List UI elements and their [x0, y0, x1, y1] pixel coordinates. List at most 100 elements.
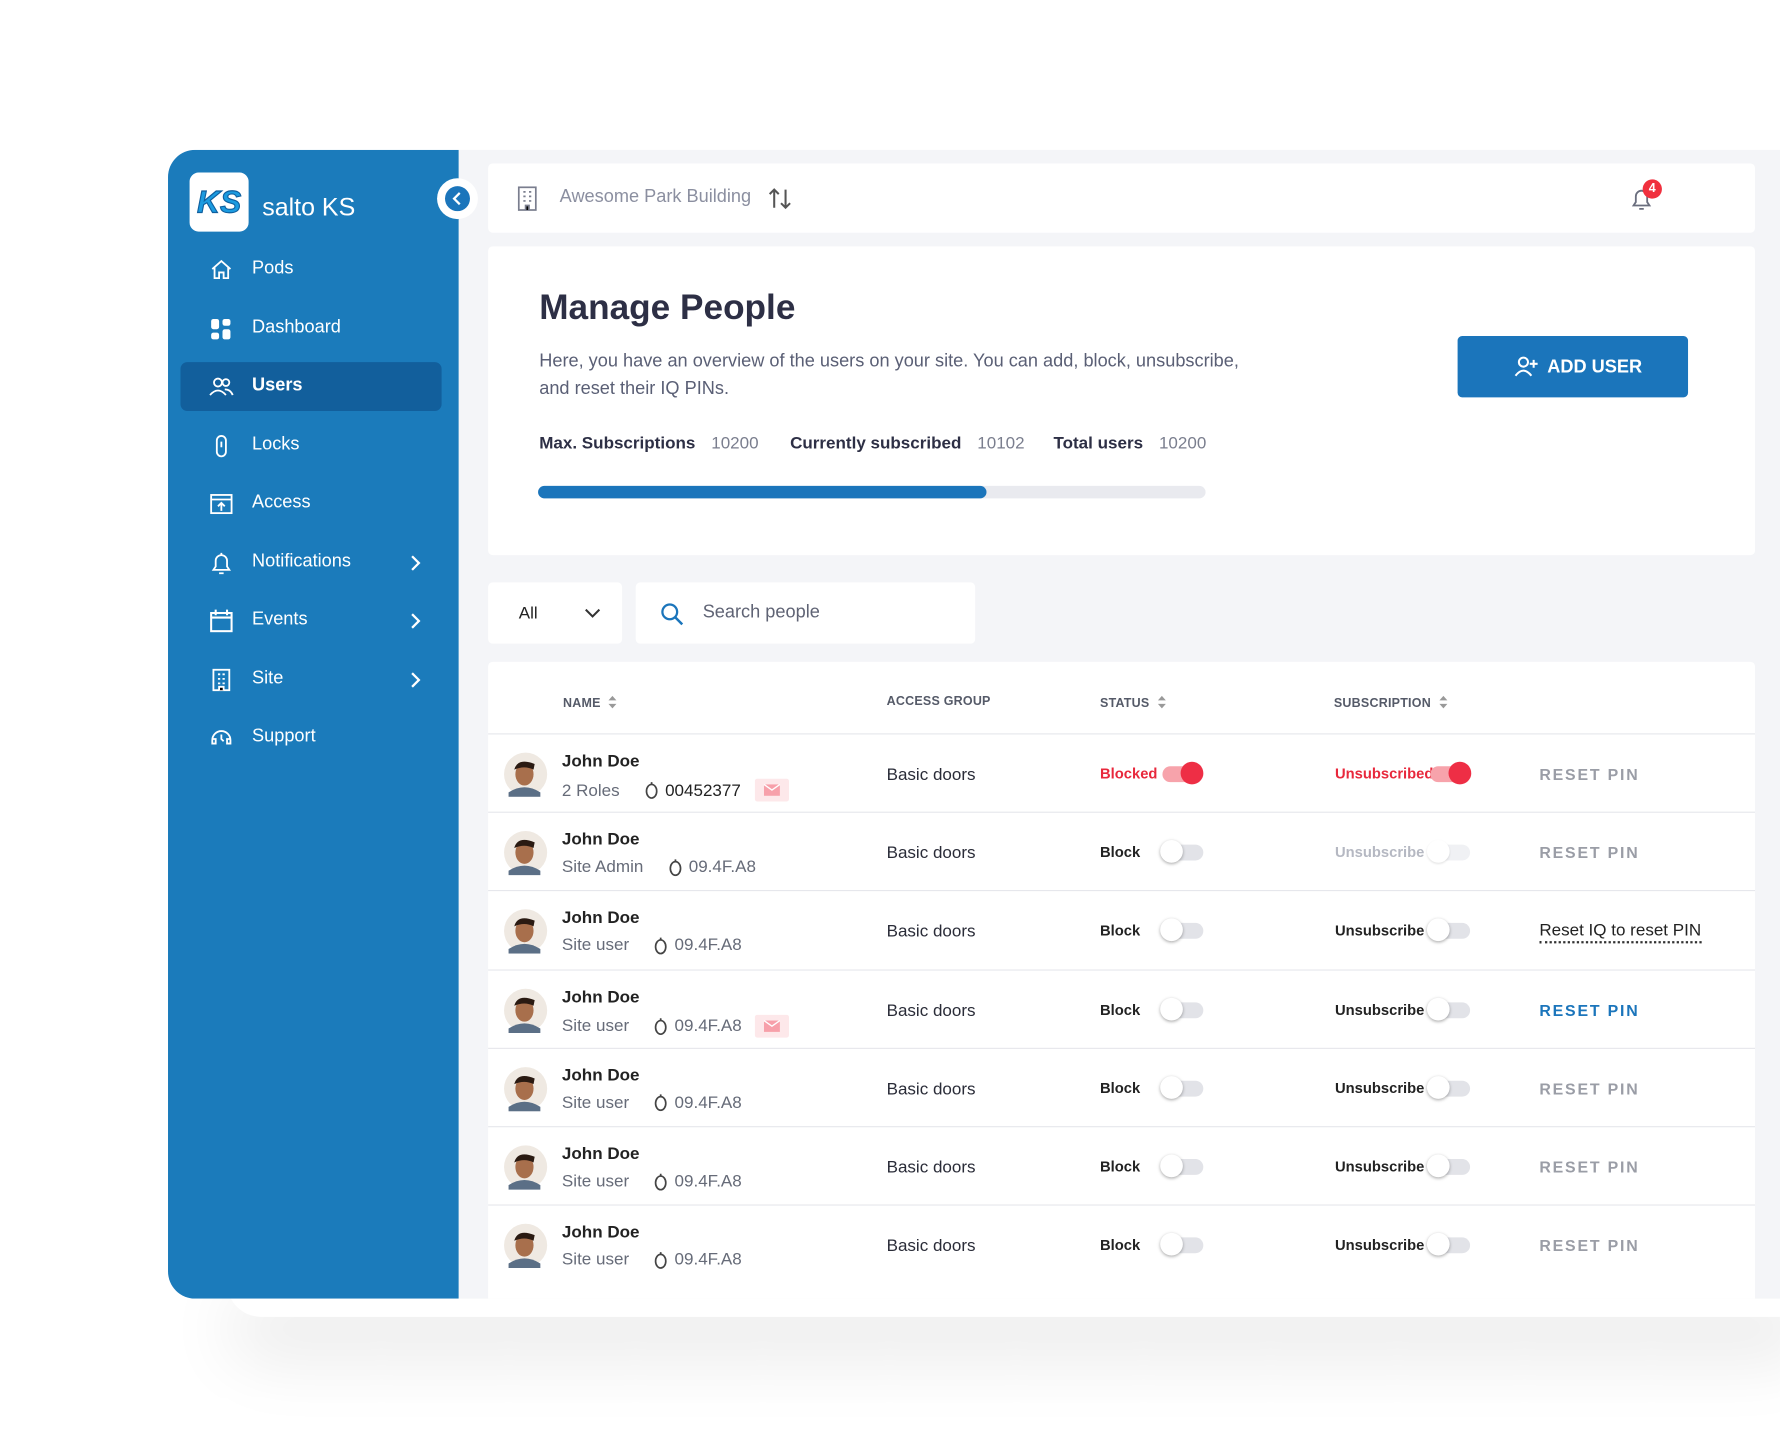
nav-icon — [211, 259, 232, 280]
user-pin: 00452377 — [665, 780, 741, 800]
column-header[interactable]: SUBSCRIPTION — [1334, 695, 1448, 711]
search-input[interactable]: Search people — [635, 582, 976, 644]
subscription-toggle[interactable] — [1426, 918, 1471, 942]
avatar — [504, 909, 548, 955]
stat-label: Total users — [1053, 433, 1144, 453]
column-header[interactable]: ACCESS GROUP — [887, 695, 991, 709]
reset-pin-action: RESET PIN — [1539, 1079, 1640, 1098]
reset-pin-action: RESET PIN — [1539, 765, 1640, 784]
reset-pin-action[interactable]: RESET PIN — [1539, 1000, 1640, 1019]
nav-icon — [210, 494, 233, 515]
subscription-label: Unsubscribe — [1334, 843, 1425, 861]
block-toggle[interactable] — [1160, 1154, 1204, 1178]
toggle-knob — [1426, 1154, 1450, 1178]
user-meta: Site user 09.4F.A8 — [562, 1014, 790, 1038]
nav-label: Events — [252, 609, 308, 629]
block-toggle[interactable] — [1160, 1233, 1204, 1256]
user-name: John Doe — [561, 908, 640, 928]
toggle-knob — [1426, 840, 1450, 863]
table-row: John Doe Site user 09.4F.A8 Basic doors Bloc… — [488, 1126, 1756, 1205]
subscription-toggle[interactable] — [1426, 997, 1471, 1021]
block-toggle[interactable] — [1160, 997, 1204, 1021]
nav-item[interactable]: Notifications — [180, 538, 441, 587]
nav-icon — [210, 609, 233, 633]
nav-item[interactable]: Dashboard — [180, 304, 441, 353]
block-toggle[interactable] — [1160, 918, 1204, 942]
nav-icon — [211, 318, 231, 339]
nav-icon — [215, 434, 227, 457]
nav-icon — [211, 552, 232, 574]
toggle-knob — [1160, 918, 1183, 942]
access-group: Basic doors — [886, 1079, 976, 1099]
pin-icon — [654, 1094, 667, 1112]
logo: KS — [189, 172, 249, 232]
toggle-knob — [1448, 761, 1472, 785]
nav-item[interactable]: Users — [180, 362, 442, 411]
nav-chevron — [411, 613, 421, 629]
stat-value: 10200 — [1158, 433, 1207, 453]
toggle-knob — [1426, 918, 1450, 942]
block-toggle[interactable] — [1162, 761, 1204, 785]
reset-pin-action[interactable]: Reset IQ to reset PIN — [1539, 921, 1702, 944]
pin-icon — [654, 1173, 667, 1190]
logo-mark: KS — [196, 183, 241, 220]
building-icon — [517, 186, 537, 211]
status-label: Block — [1100, 1000, 1141, 1018]
subscription-toggle[interactable] — [1426, 840, 1471, 863]
access-group: Basic doors — [886, 922, 976, 942]
subscription-label: Unsubscribe — [1334, 1157, 1425, 1175]
add-user-button[interactable]: ADD USER — [1457, 336, 1689, 398]
chevron-down — [585, 608, 601, 618]
email-badge — [754, 778, 789, 802]
status-label: Blocked — [1100, 765, 1158, 783]
sidebar: KS salto KS Pods Dashboard Users Locks Acces… — [168, 149, 459, 1299]
subscription-toggle[interactable] — [1426, 1154, 1471, 1178]
nav-item[interactable]: Pods — [180, 245, 441, 294]
toggle-knob — [1180, 761, 1204, 785]
block-toggle[interactable] — [1160, 840, 1204, 863]
status-label: Block — [1100, 843, 1141, 861]
user-name: John Doe — [561, 751, 640, 771]
stat: Currently subscribed 10102 — [790, 434, 1025, 453]
stat: Total users 10200 — [1053, 434, 1206, 453]
nav-item[interactable]: Access — [180, 479, 441, 528]
add-user-icon — [1514, 356, 1538, 377]
nav-label: Pods — [252, 258, 294, 279]
nav-item[interactable]: Site — [180, 654, 441, 703]
toggle-knob — [1160, 840, 1183, 863]
subscription-toggle[interactable] — [1426, 1233, 1471, 1256]
collapse-button[interactable] — [437, 178, 478, 220]
subscription-label: Unsubscribed — [1334, 765, 1434, 783]
user-role: Site Admin — [561, 857, 644, 877]
table-row: John Doe 2 Roles 00452377 Basic doors Blocke… — [488, 733, 1756, 812]
block-toggle[interactable] — [1160, 1075, 1204, 1099]
switch-site-icon[interactable] — [767, 185, 794, 212]
nav-item[interactable]: Locks — [180, 421, 441, 470]
user-role: Site user — [561, 1092, 630, 1113]
table-row: John Doe Site user 09.4F.A8 Basic doors Bloc… — [488, 1204, 1756, 1284]
column-header[interactable]: NAME — [563, 695, 618, 711]
top-bar: Awesome Park Building 4 — [488, 163, 1756, 233]
avatar — [504, 1145, 548, 1190]
user-meta: Site user 09.4F.A8 — [562, 1172, 742, 1191]
stat-value: 10102 — [977, 433, 1025, 453]
site-name[interactable]: Awesome Park Building — [559, 187, 752, 207]
toggle-knob — [1160, 1075, 1183, 1099]
subscription-toggle[interactable] — [1430, 761, 1472, 785]
column-label: NAME — [563, 697, 601, 711]
filter-select[interactable]: All — [488, 582, 623, 644]
subscription-toggle[interactable] — [1426, 1075, 1471, 1099]
subscription-label: Unsubscribe — [1334, 1000, 1425, 1018]
nav-label: Site — [252, 668, 284, 688]
user-role: Site user — [561, 1171, 630, 1191]
nav-item[interactable]: Support — [180, 713, 441, 762]
stat-label: Currently subscribed — [790, 433, 962, 453]
bell-icon[interactable] — [1629, 185, 1654, 215]
column-header[interactable]: STATUS — [1100, 695, 1166, 711]
access-group: Basic doors — [886, 1000, 976, 1021]
status-label: Block — [1100, 922, 1141, 940]
app-window: KS salto KS Pods Dashboard Users Locks Acces… — [168, 149, 1780, 1299]
avatar — [504, 831, 548, 876]
nav-item[interactable]: Events — [180, 596, 441, 645]
